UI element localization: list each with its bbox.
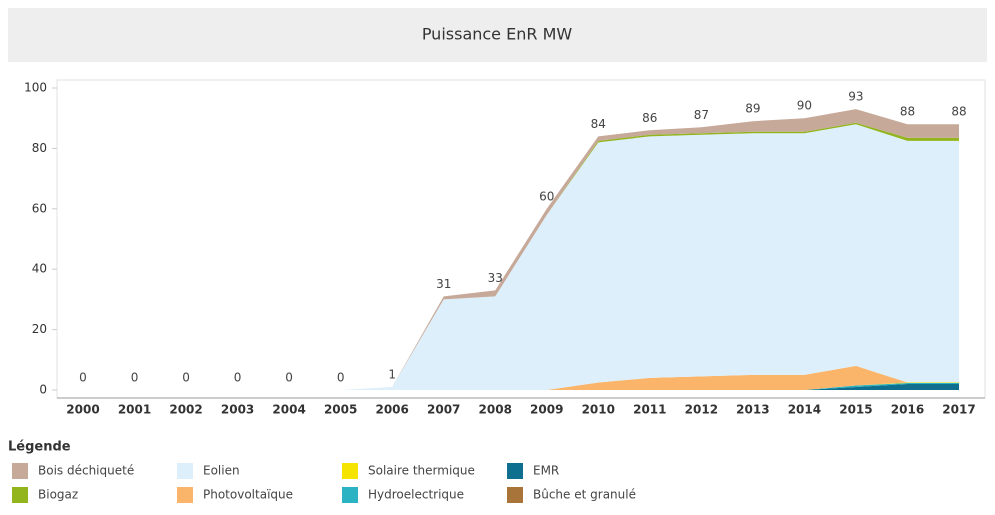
legend-title: Légende (8, 440, 71, 455)
legend-swatch (12, 463, 28, 479)
x-tick-label: 2013 (736, 403, 769, 417)
legend-label: Photovoltaïque (203, 488, 293, 502)
y-tick-label: 80 (32, 141, 47, 155)
data-label: 1 (388, 367, 396, 381)
x-tick-label: 2002 (169, 403, 202, 417)
data-label: 89 (745, 102, 760, 116)
legend-swatch (342, 487, 358, 503)
data-label: 93 (848, 90, 863, 104)
x-tick-label: 2000 (66, 403, 99, 417)
data-label: 88 (900, 105, 915, 119)
data-label: 90 (797, 99, 812, 113)
legend-label: Solaire thermique (368, 464, 475, 478)
legend-label: Biogaz (38, 488, 78, 502)
legend-label: Hydroelectrique (368, 488, 464, 502)
x-tick-label: 2007 (427, 403, 460, 417)
area (83, 383, 959, 390)
legend-swatch (507, 463, 523, 479)
y-tick-label: 60 (32, 201, 47, 215)
x-tick-label: 2005 (324, 403, 357, 417)
y-tick-label: 40 (32, 262, 47, 276)
data-label: 33 (488, 271, 503, 285)
x-tick-label: 2012 (685, 403, 718, 417)
data-label: 0 (234, 371, 242, 385)
x-tick-label: 2015 (839, 403, 872, 417)
legend-label: Eolien (203, 464, 240, 478)
chart-title: Puissance EnR MW (422, 25, 573, 44)
data-label: 0 (285, 371, 293, 385)
y-tick-label: 20 (32, 322, 47, 336)
legend-swatch (12, 487, 28, 503)
y-tick-label: 0 (39, 383, 47, 397)
data-label: 87 (694, 108, 709, 122)
data-label: 0 (337, 371, 345, 385)
legend-label: Bois déchiqueté (38, 464, 134, 478)
x-tick-label: 2008 (479, 403, 512, 417)
title-bar (8, 8, 987, 62)
x-tick-label: 2016 (891, 403, 924, 417)
legend-swatch (177, 487, 193, 503)
legend-label: Bûche et granulé (533, 488, 636, 502)
x-tick-label: 2004 (272, 403, 305, 417)
data-label: 86 (642, 111, 657, 125)
area (83, 124, 959, 391)
x-tick-label: 2006 (375, 403, 408, 417)
x-tick-label: 2017 (942, 403, 975, 417)
data-label: 84 (591, 117, 606, 131)
data-label: 31 (436, 277, 451, 291)
legend-swatch (177, 463, 193, 479)
x-tick-label: 2001 (118, 403, 151, 417)
data-label: 0 (79, 371, 87, 385)
data-label: 0 (131, 371, 139, 385)
area (83, 365, 959, 390)
legend-swatch (342, 463, 358, 479)
legend-label: EMR (533, 464, 559, 478)
x-tick-label: 2003 (221, 403, 254, 417)
data-label: 60 (539, 189, 554, 203)
y-tick-label: 100 (24, 81, 47, 95)
x-tick-label: 2009 (530, 403, 563, 417)
legend-swatch (507, 487, 523, 503)
data-label: 0 (182, 371, 190, 385)
x-tick-label: 2010 (582, 403, 615, 417)
x-tick-label: 2011 (633, 403, 666, 417)
data-label: 88 (951, 105, 966, 119)
x-tick-label: 2014 (788, 403, 821, 417)
